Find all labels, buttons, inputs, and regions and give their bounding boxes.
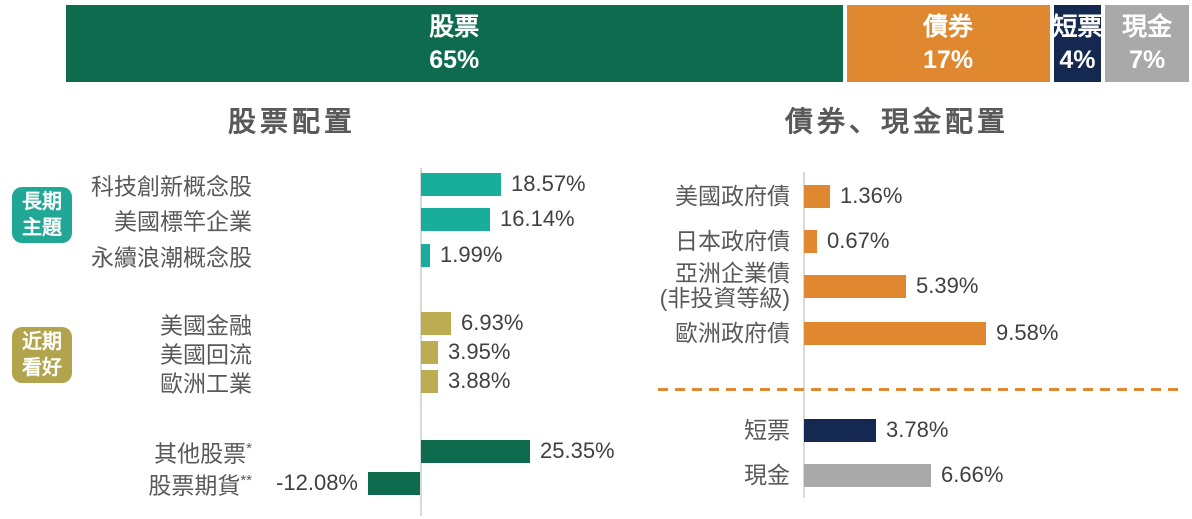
equity-section-title: 股票配置 [228, 106, 357, 137]
badge-long-term-theme: 長期 主題 [12, 187, 72, 243]
value-label: 6.66% [941, 462, 1004, 487]
row-label: 美國政府債 [675, 182, 790, 209]
bar [804, 418, 876, 442]
dashed-divider [658, 388, 1185, 391]
segment-label: 債券 [923, 12, 974, 41]
badge-line: 長期 [22, 191, 62, 213]
bills-row: 短票 3.78% [640, 416, 949, 443]
value-label: 18.57% [511, 171, 586, 196]
badge-line: 主題 [22, 217, 62, 239]
row-label: 美國金融 [160, 312, 252, 339]
bar [421, 311, 451, 335]
bar [368, 471, 420, 495]
value-label: 1.99% [440, 242, 503, 267]
bar [804, 463, 931, 487]
equity-row-us-reshoring: 美國回流 3.95% [0, 339, 511, 367]
badge-line: 近期 [22, 331, 62, 353]
bond-row-us-gov: 美國政府債 1.36% [640, 182, 903, 209]
segment-value: 4% [1059, 45, 1096, 74]
allocation-overview-bar: 股票 65% 債券 17% 短票 4% 現金 7% [66, 5, 1189, 82]
bar [421, 439, 530, 463]
value-label: 0.67% [827, 228, 890, 253]
value-label: 3.88% [448, 368, 511, 393]
segment-label: 股票 [429, 12, 480, 41]
equity-row-equity-futures: 股票期貨** -12.08% [0, 470, 420, 498]
segment-cash: 現金 7% [1105, 5, 1189, 82]
bond-cash-section-title: 債券、現金配置 [785, 106, 1010, 137]
badge-line: 看好 [22, 357, 62, 379]
equity-row-tech-innovation: 科技創新概念股 18.57% [0, 171, 586, 199]
row-label: 亞洲企業債 (非投資等級) [659, 260, 790, 311]
bar [421, 172, 501, 196]
bar [804, 274, 906, 298]
row-label: 歐洲政府債 [675, 319, 790, 346]
row-label: 美國標竿企業 [114, 208, 252, 235]
bond-row-asia-corporate: 亞洲企業債 (非投資等級) 5.39% [640, 260, 979, 311]
value-label: 25.35% [540, 438, 615, 463]
segment-value: 65% [429, 45, 480, 74]
bar [421, 207, 490, 231]
row-label: 股票期貨** [148, 471, 252, 499]
row-label: 現金 [744, 461, 790, 488]
equity-row-europe-industrials: 歐洲工業 3.88% [0, 368, 511, 396]
value-label: 1.36% [840, 183, 903, 208]
segment-value: 7% [1129, 45, 1166, 74]
cash-row: 現金 6.66% [640, 461, 1004, 488]
row-label: 短票 [744, 416, 790, 443]
badge-near-term-favor: 近期 看好 [12, 327, 72, 383]
equity-row-us-benchmark: 美國標竿企業 16.14% [0, 206, 575, 234]
row-label: 歐洲工業 [160, 370, 252, 397]
equity-row-other-equities: 其他股票* 25.35% [0, 438, 615, 466]
value-label: -12.08% [276, 470, 358, 495]
segment-label: 短票 [1052, 12, 1103, 41]
value-label: 9.58% [996, 320, 1059, 345]
segment-bills: 短票 4% [1052, 5, 1103, 82]
bond-row-europe-gov: 歐洲政府債 9.58% [640, 319, 1059, 346]
value-label: 5.39% [916, 273, 979, 298]
equity-row-sustainability-wave: 永續浪潮概念股 1.99% [0, 242, 503, 270]
bar [421, 369, 438, 393]
segment-equity: 股票 65% [66, 5, 843, 82]
segment-value: 17% [923, 45, 974, 74]
bar [421, 340, 438, 364]
bond-row-japan-gov: 日本政府債 0.67% [640, 227, 890, 254]
value-label: 16.14% [500, 206, 575, 231]
value-label: 6.93% [461, 310, 524, 335]
row-label: 日本政府債 [675, 227, 790, 254]
equity-row-us-financials: 美國金融 6.93% [0, 310, 524, 338]
bar [804, 229, 817, 253]
value-label: 3.78% [886, 417, 949, 442]
segment-bond: 債券 17% [846, 5, 1050, 82]
bar [421, 243, 430, 267]
row-label: 其他股票* [154, 439, 252, 467]
segment-label: 現金 [1122, 12, 1173, 41]
bar [804, 184, 830, 208]
row-label: 科技創新概念股 [91, 173, 252, 200]
value-label: 3.95% [448, 339, 511, 364]
row-label: 美國回流 [160, 341, 252, 368]
bar [804, 321, 986, 345]
row-label: 永續浪潮概念股 [91, 244, 252, 271]
